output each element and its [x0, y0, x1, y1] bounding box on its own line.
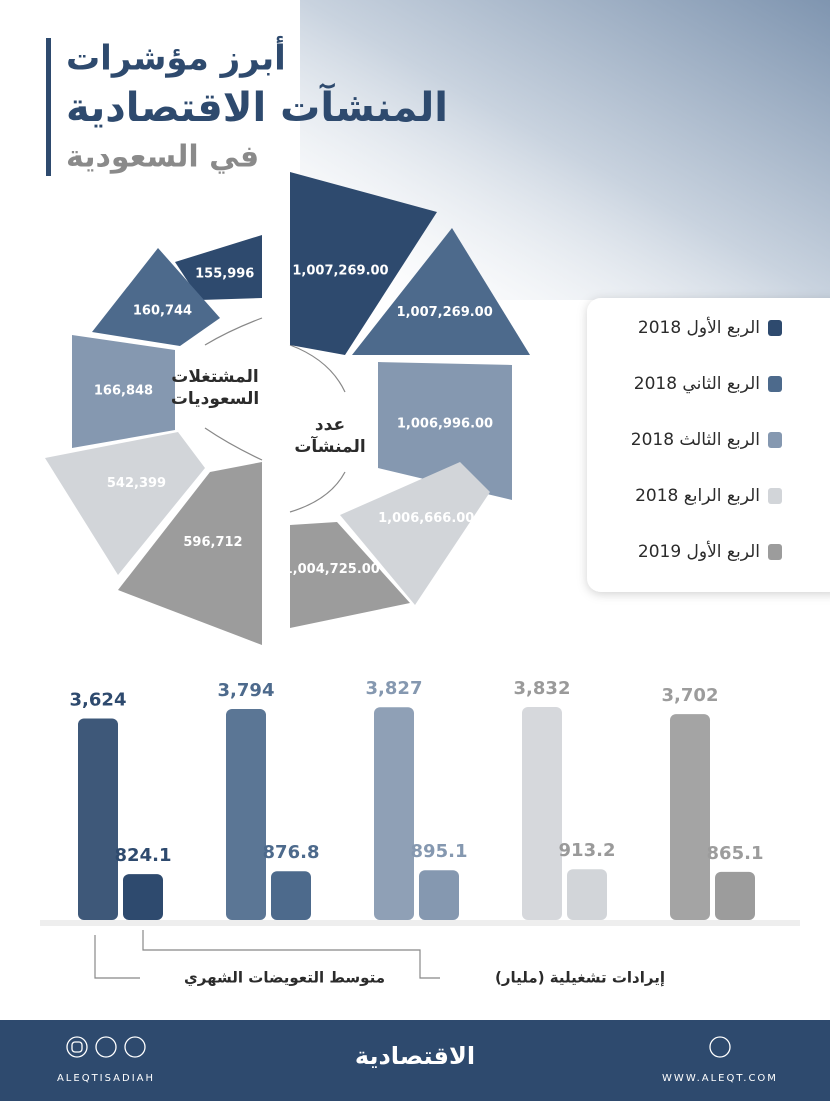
value-label: 160,744 [133, 304, 192, 319]
value-label: 3,832 [514, 678, 571, 699]
value-label: 1,007,269.00 [292, 264, 388, 279]
value-label: 3,702 [662, 685, 719, 706]
bar [226, 709, 266, 920]
bar [374, 707, 414, 920]
value-label: 895.1 [411, 841, 468, 862]
bar [271, 871, 311, 920]
legend-label: الربع الأول 2018 [638, 317, 760, 338]
legend-box [587, 298, 830, 592]
legend-label: الربع الثالث 2018 [631, 430, 760, 450]
value-label: 1,007,269.00 [397, 305, 493, 320]
subtitle: في السعودية [66, 140, 259, 175]
legend-swatch [768, 432, 782, 448]
legend-label: الربع الرابع 2018 [635, 486, 760, 506]
series-label: متوسط التعويضات الشهري [184, 969, 385, 988]
value-label: 596,712 [183, 535, 242, 550]
value-label: 824.1 [115, 845, 172, 866]
bar [419, 870, 459, 920]
value-label: 3,624 [70, 690, 127, 711]
segment [378, 362, 512, 500]
legend-swatch [768, 376, 782, 392]
segment [290, 522, 410, 628]
legend-label: الربع الأول 2019 [638, 541, 760, 562]
value-label: 542,399 [107, 476, 166, 491]
center-title: عدد المنشآت [294, 415, 366, 457]
legend-label: الربع الثاني 2018 [634, 374, 760, 394]
bar [567, 869, 607, 920]
footer-logo: الاقتصادية [355, 1042, 475, 1070]
value-label: 1,006,666.00 [378, 511, 474, 526]
segment [72, 335, 175, 448]
bar [715, 871, 755, 920]
title: أبرز مؤشرات [66, 36, 286, 79]
footer [0, 1020, 830, 1101]
value-label: 1,006,996.00 [397, 416, 493, 431]
bar [522, 706, 562, 920]
bar [123, 874, 163, 920]
value-label: 913.2 [559, 840, 616, 861]
legend-swatch [768, 320, 782, 336]
footer-website: WWW.ALEQT.COM [662, 1073, 778, 1084]
segment [340, 462, 490, 605]
segment [175, 235, 262, 300]
segment [92, 248, 220, 346]
value-label: 1,004,725.00 [284, 562, 380, 577]
value-label: 3,794 [218, 680, 275, 701]
legend-swatch [768, 544, 782, 560]
bar [78, 718, 118, 920]
legend-swatch [768, 488, 782, 504]
bar [670, 714, 710, 920]
value-label: 876.8 [263, 842, 320, 863]
segment [352, 228, 530, 355]
baseline [40, 920, 800, 926]
social-icons [66, 1036, 731, 1058]
segment [290, 172, 437, 355]
title: المنشآت الاقتصادية [66, 82, 448, 131]
segment [45, 432, 205, 575]
connectors [94, 317, 440, 979]
value-label: 865.1 [707, 843, 764, 864]
value-label: 155,996 [195, 266, 254, 281]
title-bar [46, 38, 51, 176]
segment [118, 462, 262, 645]
value-label: 3,827 [366, 678, 423, 699]
value-label: 166,848 [94, 383, 153, 398]
series-label: إيرادات تشغيلية (مليار) [495, 969, 665, 987]
footer-handle: ALEQTISADIAH [57, 1073, 155, 1084]
center-title: المشتغلات السعوديات [170, 367, 260, 409]
